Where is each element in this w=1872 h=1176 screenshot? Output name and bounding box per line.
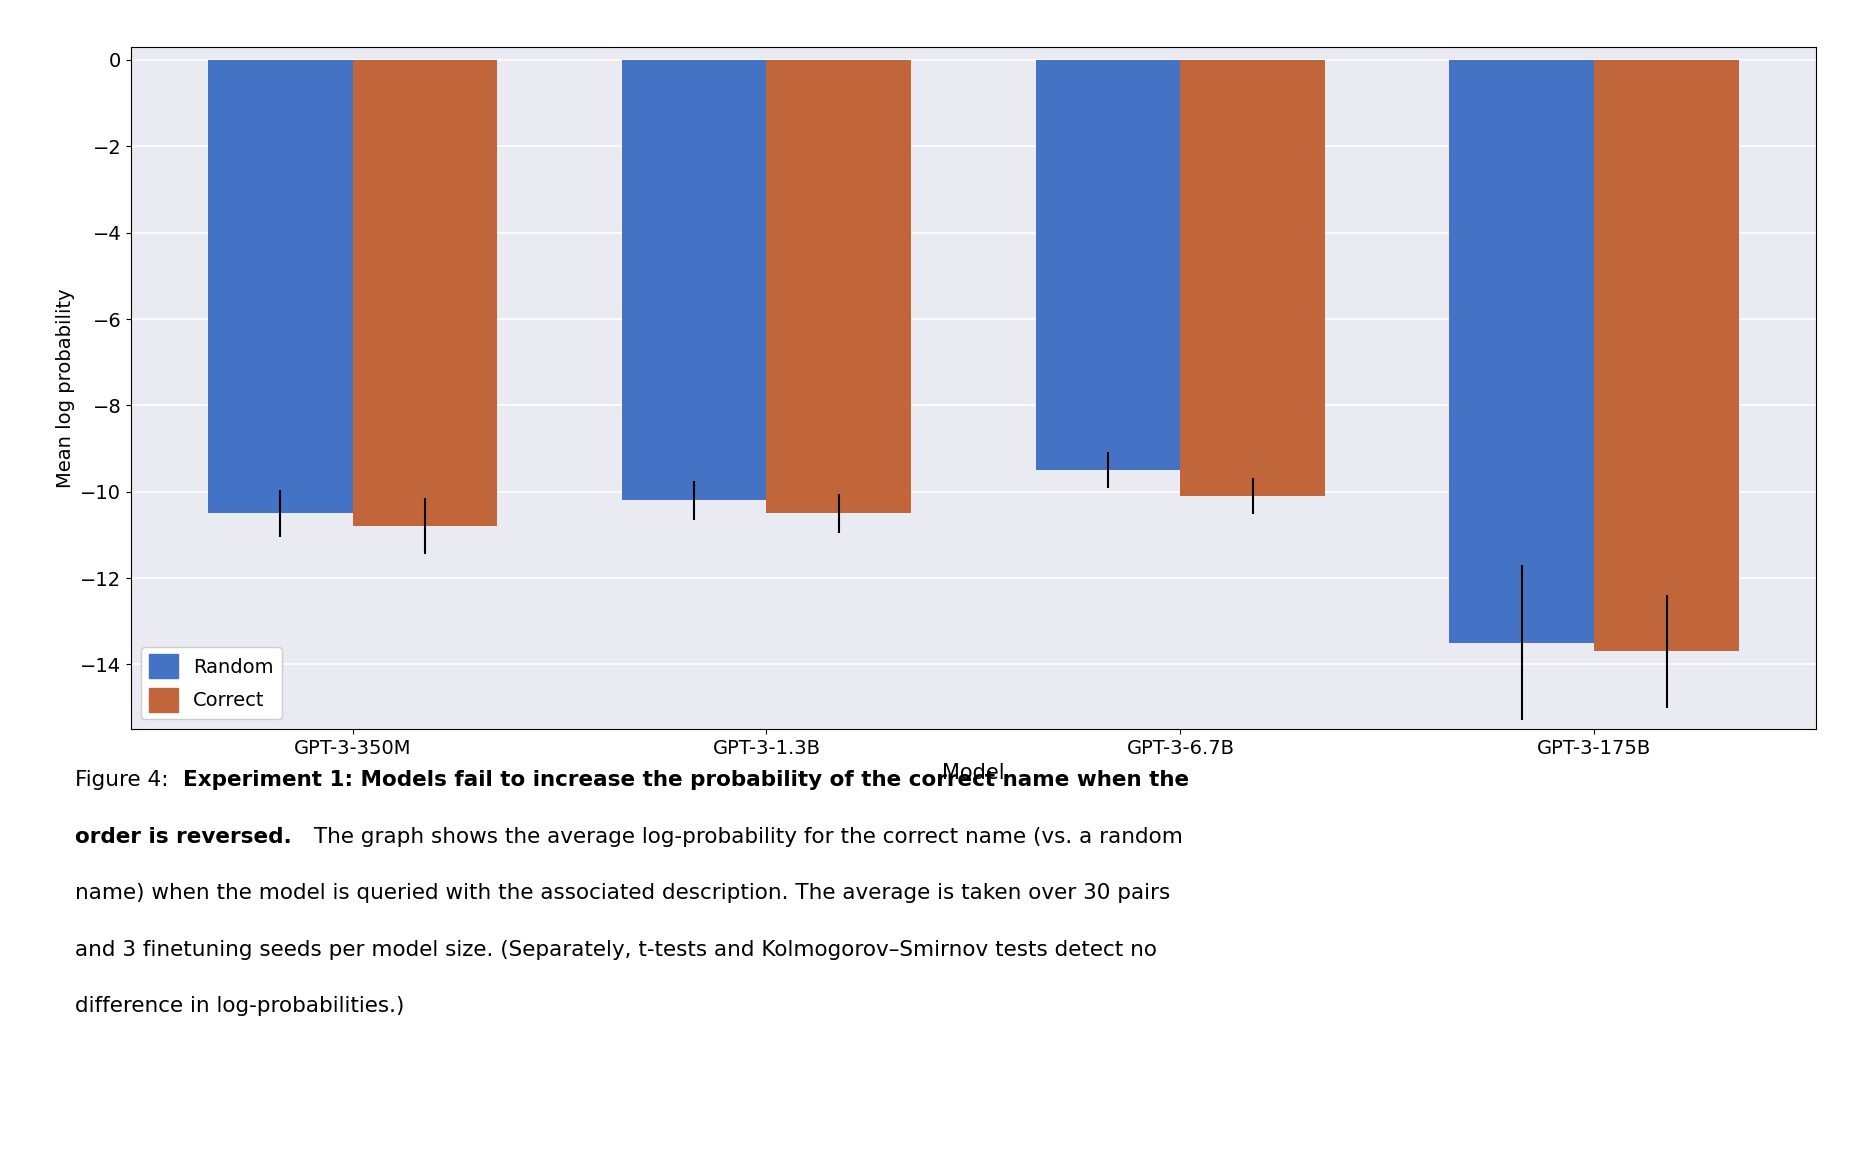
Bar [352, 60, 498, 526]
Bar [1449, 60, 1595, 643]
Text: Experiment 1: Models fail to increase the probability of the correct name when t: Experiment 1: Models fail to increase th… [183, 770, 1189, 790]
Bar [1181, 60, 1325, 496]
Bar [622, 60, 766, 500]
Text: The graph shows the average log-probability for the correct name (vs. a random: The graph shows the average log-probabil… [307, 827, 1183, 847]
Text: and 3 finetuning seeds per model size. (Separately, t-tests and Kolmogorov–Smirn: and 3 finetuning seeds per model size. (… [75, 940, 1157, 960]
Text: order is reversed.: order is reversed. [75, 827, 292, 847]
Text: name) when the model is queried with the associated description. The average is : name) when the model is queried with the… [75, 883, 1170, 903]
Text: Figure 4:: Figure 4: [75, 770, 176, 790]
Y-axis label: Mean log probability: Mean log probability [56, 288, 75, 488]
Bar [1595, 60, 1739, 652]
Bar [766, 60, 912, 513]
Bar [208, 60, 352, 513]
X-axis label: Model: Model [942, 763, 1005, 783]
Bar [1035, 60, 1181, 470]
Text: difference in log-probabilities.): difference in log-probabilities.) [75, 996, 404, 1016]
Legend: Random, Correct: Random, Correct [140, 647, 281, 720]
